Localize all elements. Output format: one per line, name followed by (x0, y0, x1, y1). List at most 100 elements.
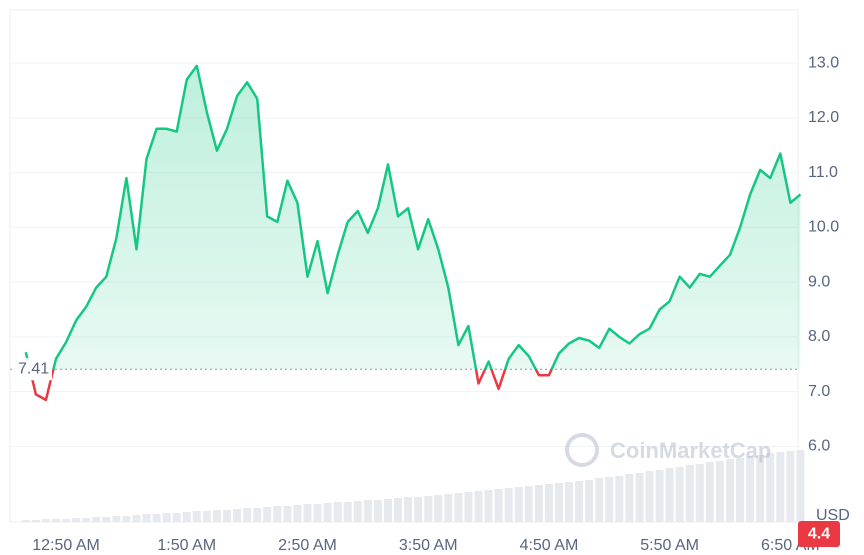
volume-bar (414, 497, 423, 522)
volume-bar (313, 504, 322, 522)
volume-bar (464, 492, 473, 522)
volume-bar (233, 509, 242, 522)
volume-bar (41, 519, 50, 522)
volume-bar (323, 503, 332, 522)
x-tick-label: 3:50 AM (399, 537, 458, 554)
volume-bar (212, 510, 221, 522)
volume-bar (514, 487, 523, 522)
volume-bar (524, 486, 533, 522)
x-tick-label: 5:50 AM (640, 537, 699, 554)
volume-bar (343, 502, 352, 522)
volume-bar (494, 489, 503, 522)
volume-bar (625, 474, 634, 522)
volume-bar (534, 485, 543, 522)
y-tick-label: 8.0 (808, 328, 830, 345)
volume-bar (766, 453, 775, 522)
volume-bar (695, 464, 704, 522)
volume-bar (202, 511, 211, 522)
volume-bar (253, 508, 262, 522)
volume-bar (635, 473, 644, 522)
volume-bar (404, 497, 413, 522)
volume-bar (655, 470, 664, 522)
volume-bar (484, 490, 493, 522)
y-tick-label: 6.0 (808, 438, 830, 455)
volume-bar (72, 518, 81, 522)
y-tick-label: 13.0 (808, 54, 839, 71)
volume-bar (303, 504, 312, 522)
volume-bar (263, 507, 272, 522)
volume-bar (665, 468, 674, 522)
volume-bar (675, 467, 684, 522)
volume-bar (786, 451, 795, 522)
volume-bar (726, 459, 734, 522)
volume-bar (605, 477, 614, 522)
volume-bar (575, 481, 584, 522)
y-unit: USD (816, 507, 850, 524)
volume-bar (746, 456, 755, 522)
volume-bar (645, 471, 654, 522)
volume-bar (31, 520, 40, 522)
volume-bar (474, 491, 483, 522)
y-tick-label: 11.0 (808, 164, 838, 181)
x-tick-label: 1:50 AM (157, 537, 216, 554)
volume-bar (444, 494, 453, 522)
volume-bar (293, 505, 302, 522)
volume-bar (544, 484, 553, 522)
volume-bar (122, 516, 131, 522)
baseline-label: 7.41 (18, 360, 49, 377)
volume-bar (51, 519, 60, 522)
watermark: CoinMarketCap (565, 433, 771, 467)
y-tick-label: 12.0 (808, 109, 839, 126)
volume-bar (394, 498, 403, 522)
x-tick-label: 2:50 AM (278, 537, 337, 554)
volume-bar (705, 462, 714, 522)
volume-bar (152, 514, 161, 522)
watermark-text: CoinMarketCap (610, 438, 771, 463)
volume-bar (373, 500, 382, 522)
badge: 4.4 (808, 525, 830, 542)
badge-bg (798, 521, 840, 548)
volume-bar (92, 517, 101, 522)
volume-bar (62, 519, 71, 522)
volume-bar (504, 488, 513, 522)
y-tick-label: 7.0 (808, 383, 830, 400)
volume-bar (595, 478, 604, 522)
volume-bar (685, 465, 694, 522)
volume-bar (82, 518, 91, 522)
volume-bar (454, 493, 463, 522)
volume-bar (132, 515, 141, 522)
volume-bar (333, 502, 342, 522)
volume-bar (585, 480, 594, 522)
volume-bar (162, 513, 171, 522)
volume-bar (736, 458, 745, 522)
volume-bar (424, 496, 433, 522)
volume-bar (565, 482, 574, 522)
volume-bar (715, 461, 724, 522)
volume-bar (554, 483, 563, 522)
volume-bar (21, 520, 30, 522)
baseline-label-bg (12, 358, 52, 381)
y-tick-label: 9.0 (808, 273, 830, 290)
x-tick-label: 4:50 AM (520, 537, 579, 554)
volume-bar (796, 450, 805, 522)
volume-bar (434, 495, 443, 522)
x-tick-label: 12:50 AM (32, 537, 100, 554)
volume-bar (182, 512, 191, 522)
volume-bar (615, 476, 624, 522)
volume-bar (383, 499, 392, 522)
volume-bar (353, 501, 362, 522)
volume-bar (102, 517, 111, 522)
volume-bar (283, 506, 292, 522)
volume-bar (363, 500, 372, 522)
volume-bar (142, 514, 151, 522)
volume-bar (192, 511, 201, 522)
volume-bar (243, 508, 252, 522)
volume-bar (776, 452, 785, 522)
volume-bar (172, 513, 181, 522)
price-line-up (24, 64, 802, 370)
volume-bar (112, 516, 121, 522)
volume-bar (756, 455, 765, 522)
volume-bar (223, 510, 231, 522)
price-area (25, 65, 801, 370)
